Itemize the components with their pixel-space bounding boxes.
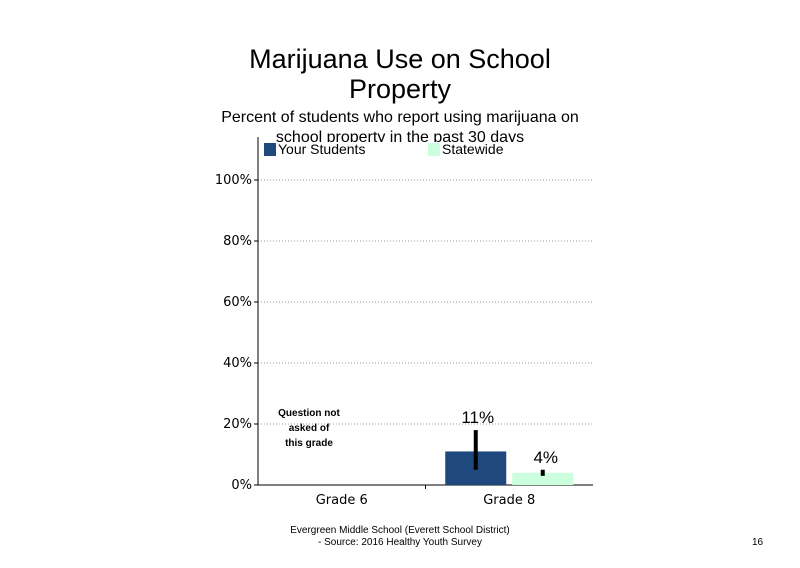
y-tick-label: 80% (223, 234, 252, 249)
footer-source: - Source: 2016 Healthy Youth Survey (318, 537, 482, 548)
footer: Evergreen Middle School (Everett School … (240, 525, 560, 549)
legend-item-your-students: Your Students (264, 141, 365, 157)
page-number: 16 (752, 537, 764, 548)
y-tick-label: 40% (223, 356, 252, 371)
y-tick-label: 20% (223, 417, 252, 432)
not-asked-note: Question not asked of this grade (278, 408, 340, 449)
y-tick-label: 100% (215, 173, 252, 188)
y-tick-label: 60% (223, 295, 252, 310)
x-tick-label: Grade 8 (483, 493, 535, 508)
bar (512, 472, 574, 485)
x-tick-label: Grade 6 (316, 493, 368, 508)
data-label: 11% (461, 408, 494, 427)
chart-subtitle: Percent of students who report using mar… (221, 109, 579, 142)
legend-label-your-students: Your Students (278, 141, 366, 157)
footer-school: Evergreen Middle School (Everett School … (290, 525, 510, 536)
legend-swatch-statewide (428, 142, 440, 156)
y-tick-label: 0% (231, 478, 252, 493)
chart-title: Marijuana Use on School Property (249, 44, 551, 104)
data-label: 4% (533, 448, 558, 467)
legend-label-statewide: Statewide (442, 141, 504, 157)
legend-item-statewide: Statewide (428, 141, 503, 157)
legend-swatch-your-students (264, 142, 276, 156)
